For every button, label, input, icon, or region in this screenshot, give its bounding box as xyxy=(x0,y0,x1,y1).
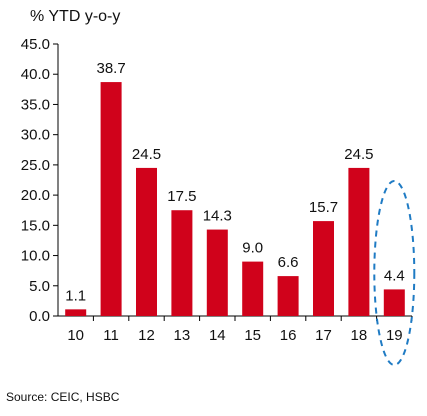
data-label-17: 15.7 xyxy=(309,199,338,216)
y-tick-label: 5.0 xyxy=(29,278,50,295)
highlight-ellipse xyxy=(373,180,416,366)
y-tick-label: 10.0 xyxy=(21,248,50,265)
data-label-13: 17.5 xyxy=(167,188,196,205)
data-label-12: 24.5 xyxy=(132,146,161,163)
x-tick-label-17: 17 xyxy=(315,327,332,344)
bar-series xyxy=(65,82,405,316)
y-tick-label: 0.0 xyxy=(29,308,50,325)
x-axis: 10 11 12 13 14 15 16 17 18 19 xyxy=(58,315,413,344)
y-tick-label: 35.0 xyxy=(21,96,50,113)
y-tick-label: 15.0 xyxy=(21,217,50,234)
x-tick-label-18: 18 xyxy=(351,327,368,344)
bar-11 xyxy=(100,82,122,316)
bar-16 xyxy=(277,276,299,316)
y-tick-label: 30.0 xyxy=(21,127,50,144)
x-tick-label-15: 15 xyxy=(244,327,261,344)
y-tick-label: 40.0 xyxy=(21,66,50,83)
y-tick-label: 45.0 xyxy=(21,36,50,53)
data-label-14: 14.3 xyxy=(203,208,232,225)
x-tick-label-11: 11 xyxy=(103,327,119,344)
bar-18 xyxy=(348,167,370,316)
x-tick-label-14: 14 xyxy=(209,327,226,344)
bar-13 xyxy=(171,210,193,316)
data-label-15: 9.0 xyxy=(242,240,263,257)
bar-15 xyxy=(242,261,264,316)
x-tick-label-12: 12 xyxy=(138,327,155,344)
data-label-11: 38.7 xyxy=(96,60,125,77)
y-tick-label: 25.0 xyxy=(21,157,50,174)
data-label-10: 1.1 xyxy=(65,287,86,304)
data-label-19: 4.4 xyxy=(384,267,405,284)
bar-12 xyxy=(136,167,157,316)
bar-19 xyxy=(383,289,405,316)
highlight-group xyxy=(373,180,416,366)
bar-14 xyxy=(206,229,228,316)
x-tick-label-19: 19 xyxy=(386,327,403,344)
bar-17 xyxy=(313,221,334,316)
x-tick-label-16: 16 xyxy=(280,327,297,344)
y-axis: 0.0 5.0 10.0 15.0 20.0 25.0 30.0 35.0 40.0 45.0 xyxy=(21,36,59,325)
data-label-16: 6.6 xyxy=(278,254,299,271)
data-label-18: 24.5 xyxy=(344,146,373,163)
y-tick-label: 20.0 xyxy=(21,187,50,204)
bar-10 xyxy=(65,309,87,316)
data-labels: 1.1 38.7 24.5 17.5 14.3 9.0 6.6 15.7 24.5 4.4 xyxy=(65,60,404,304)
y-axis-title: % YTD y-o-y xyxy=(30,8,121,25)
x-tick-label-13: 13 xyxy=(174,327,191,344)
source-note: Source: CEIC, HSBC xyxy=(6,390,120,404)
x-tick-label-10: 10 xyxy=(67,327,84,344)
